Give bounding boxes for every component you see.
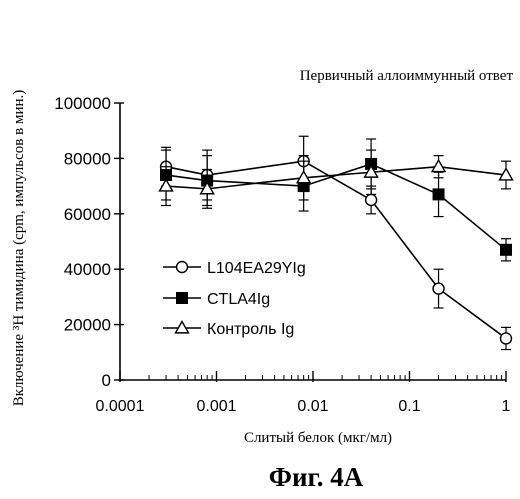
chart-title: Первичный аллоиммунный ответ bbox=[300, 68, 514, 84]
legend-label: L104EA29YIg bbox=[207, 260, 306, 277]
series-1 bbox=[161, 139, 512, 261]
y-tick-label: 80000 bbox=[64, 149, 111, 168]
y-tick-label: 0 bbox=[102, 371, 111, 390]
x-tick-label: 0.0001 bbox=[96, 398, 145, 415]
x-tick-label: 0.001 bbox=[196, 398, 236, 415]
y-tick-label: 60000 bbox=[64, 205, 111, 224]
legend-marker bbox=[177, 293, 188, 304]
ticks: 0 20000 40000 60000 80000 100000 0.0001 0.001 0.… bbox=[54, 94, 510, 415]
y-axis-label: Включение ³H тимидина (cpm, импульсов в … bbox=[11, 90, 27, 407]
legend-marker bbox=[177, 262, 188, 273]
x-tick-label: 0.01 bbox=[297, 398, 328, 415]
legend: L104EA29YIg CTLA4Ig Контроль Ig bbox=[163, 260, 306, 338]
legend-label: CTLA4Ig bbox=[207, 291, 270, 308]
data-point bbox=[501, 333, 512, 344]
series-line bbox=[166, 167, 506, 189]
legend-label: Контроль Ig bbox=[207, 321, 294, 338]
data-point bbox=[160, 180, 173, 191]
data-point bbox=[433, 283, 444, 294]
axes bbox=[120, 103, 506, 380]
x-tick-label: 0.1 bbox=[398, 398, 420, 415]
data-point bbox=[366, 194, 377, 205]
series-layer bbox=[160, 136, 513, 349]
figure-label: Фиг. 4A bbox=[269, 462, 364, 492]
x-tick-label: 1 bbox=[502, 398, 511, 415]
data-point bbox=[432, 160, 445, 171]
x-axis-label: Слитый белок (мкг/мл) bbox=[244, 430, 392, 446]
y-tick-label: 40000 bbox=[64, 260, 111, 279]
y-tick-label: 20000 bbox=[64, 316, 111, 335]
legend-marker bbox=[176, 322, 189, 333]
data-point bbox=[501, 244, 512, 255]
series-line bbox=[166, 164, 506, 250]
series-0 bbox=[161, 136, 512, 349]
y-tick-label: 100000 bbox=[54, 94, 111, 113]
data-point bbox=[433, 189, 444, 200]
